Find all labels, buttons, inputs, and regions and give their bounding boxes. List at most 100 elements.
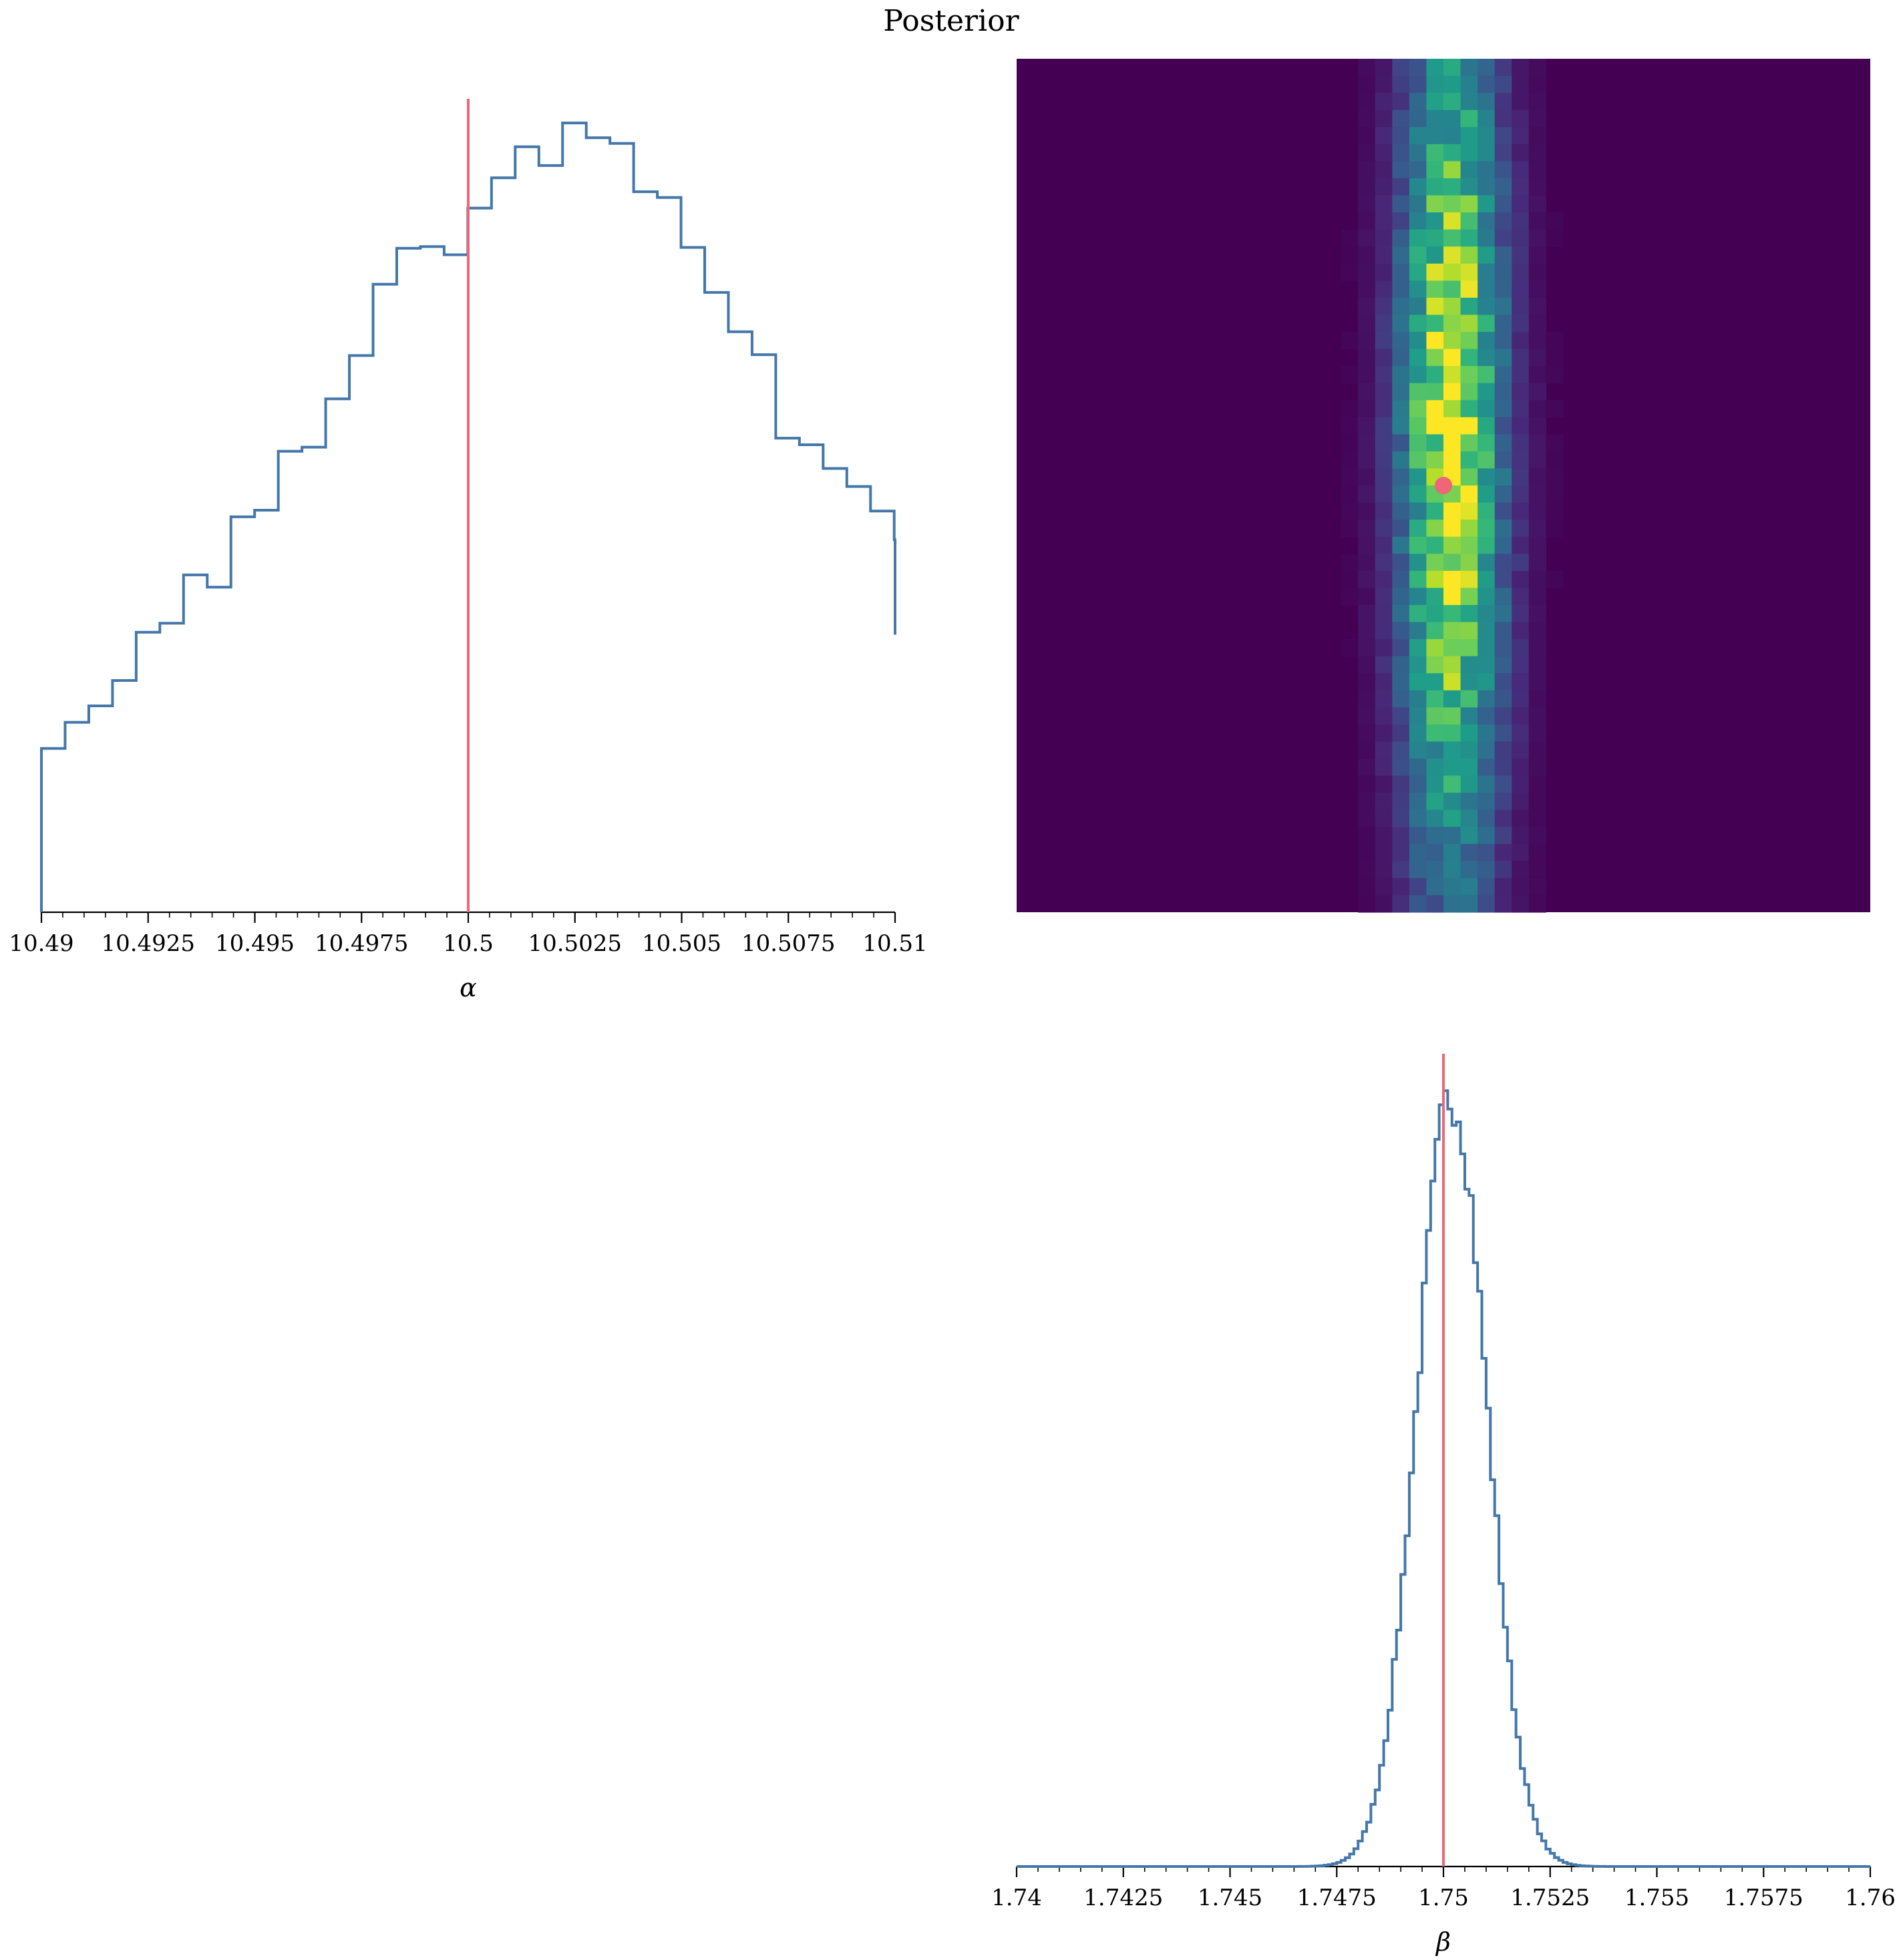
heatmap-cell	[1426, 775, 1444, 793]
heatmap-cell	[1426, 93, 1444, 111]
heatmap-cell	[1358, 280, 1376, 299]
heatmap-cell	[1478, 297, 1496, 315]
heatmap-cell	[1341, 229, 1359, 247]
heatmap-cell	[1546, 570, 1564, 588]
heatmap-cell	[1341, 639, 1359, 657]
heatmap-cell	[1443, 315, 1461, 333]
heatmap-cell	[1443, 639, 1461, 657]
heatmap-cell	[1478, 570, 1496, 588]
heatmap-cell	[1409, 520, 1427, 538]
heatmap-cell	[1478, 639, 1496, 657]
heatmap-cell	[1460, 536, 1478, 554]
heatmap-cell	[1494, 604, 1512, 623]
heatmap-cell	[1375, 554, 1393, 572]
heatmap-cell	[1375, 502, 1393, 520]
heatmap-cell	[1528, 758, 1546, 777]
heatmap-cell	[1546, 502, 1564, 520]
heatmap-cell	[1443, 588, 1461, 606]
heatmap-cell	[1341, 468, 1359, 486]
heatmap-cell	[1375, 280, 1393, 299]
alpha-tick-label: 10.51	[862, 930, 927, 957]
heatmap-cell	[1528, 604, 1546, 623]
beta-tick-label: 1.7575	[1724, 1885, 1803, 1911]
heatmap-cell	[1478, 315, 1496, 333]
heatmap-cell	[1375, 349, 1393, 367]
heatmap-cell	[1392, 827, 1410, 845]
heatmap-cell	[1409, 877, 1427, 896]
heatmap-cell	[1358, 144, 1376, 162]
heatmap-cell	[1426, 366, 1444, 384]
heatmap-cell	[1494, 809, 1512, 827]
heatmap-cell	[1375, 604, 1393, 623]
beta-tick-label: 1.7475	[1297, 1885, 1377, 1911]
heatmap-cell	[1426, 280, 1444, 299]
heatmap-cell	[1358, 741, 1376, 759]
heatmap-cell	[1512, 895, 1530, 913]
heatmap-cell	[1443, 212, 1461, 230]
heatmap-cell	[1409, 758, 1427, 777]
heatmap-cell	[1375, 895, 1393, 913]
heatmap-cell	[1443, 75, 1461, 93]
heatmap-cell	[1494, 263, 1512, 281]
heatmap-cell	[1375, 417, 1393, 435]
beta-histogram-line	[1017, 1089, 1870, 1868]
heatmap-cell	[1443, 502, 1461, 520]
heatmap-cell	[1358, 570, 1376, 588]
heatmap-cell	[1528, 588, 1546, 606]
heatmap-cell	[1478, 502, 1496, 520]
heatmap-cell	[1512, 417, 1530, 435]
heatmap-cell	[1358, 400, 1376, 418]
heatmap-cell	[1528, 485, 1546, 504]
heatmap-cell	[1375, 383, 1393, 401]
heatmap-cell	[1512, 195, 1530, 213]
heatmap-cell	[1375, 877, 1393, 896]
heatmap-cell	[1528, 724, 1546, 742]
heatmap-cell	[1512, 520, 1530, 538]
heatmap-cell	[1392, 315, 1410, 333]
joint-heatmap-panel	[1017, 59, 1870, 913]
heatmap-cell	[1409, 229, 1427, 247]
beta-tick-label: 1.755	[1624, 1885, 1689, 1911]
heatmap-cell	[1528, 793, 1546, 811]
heatmap-cell	[1392, 502, 1410, 520]
heatmap-cell	[1494, 673, 1512, 691]
heatmap-cell	[1512, 793, 1530, 811]
heatmap-cell	[1528, 673, 1546, 691]
heatmap-cell	[1478, 383, 1496, 401]
heatmap-cell	[1460, 110, 1478, 128]
heatmap-cell	[1375, 144, 1393, 162]
heatmap-cell	[1375, 59, 1393, 77]
heatmap-cell	[1358, 758, 1376, 777]
heatmap-cell	[1460, 861, 1478, 879]
heatmap-cell	[1512, 758, 1530, 777]
heatmap-cell	[1443, 690, 1461, 708]
heatmap-cell	[1478, 673, 1496, 691]
truth-point-marker	[1435, 477, 1452, 494]
heatmap-cell	[1460, 331, 1478, 350]
heatmap-cell	[1375, 724, 1393, 742]
heatmap-cell	[1512, 724, 1530, 742]
heatmap-cell	[1341, 331, 1359, 350]
beta-tick-label: 1.745	[1198, 1885, 1262, 1911]
heatmap-cell	[1358, 656, 1376, 674]
heatmap-cell	[1512, 434, 1530, 452]
heatmap-cell	[1528, 246, 1546, 264]
heatmap-cell	[1426, 741, 1444, 759]
heatmap-cell	[1512, 877, 1530, 896]
heatmap-cell	[1358, 809, 1376, 827]
heatmap-cell	[1392, 93, 1410, 111]
heatmap-cell	[1528, 349, 1546, 367]
heatmap-cell	[1392, 246, 1410, 264]
heatmap-cell	[1409, 127, 1427, 145]
heatmap-cell	[1358, 707, 1376, 725]
heatmap-cell	[1392, 383, 1410, 401]
heatmap-cell	[1426, 400, 1444, 418]
heatmap-cell	[1392, 741, 1410, 759]
heatmap-cell	[1528, 639, 1546, 657]
heatmap-cell	[1546, 485, 1564, 504]
heatmap-cell	[1494, 639, 1512, 657]
heatmap-cell	[1358, 263, 1376, 281]
heatmap-cell	[1494, 827, 1512, 845]
heatmap-cell	[1512, 93, 1530, 111]
heatmap-cell	[1478, 144, 1496, 162]
